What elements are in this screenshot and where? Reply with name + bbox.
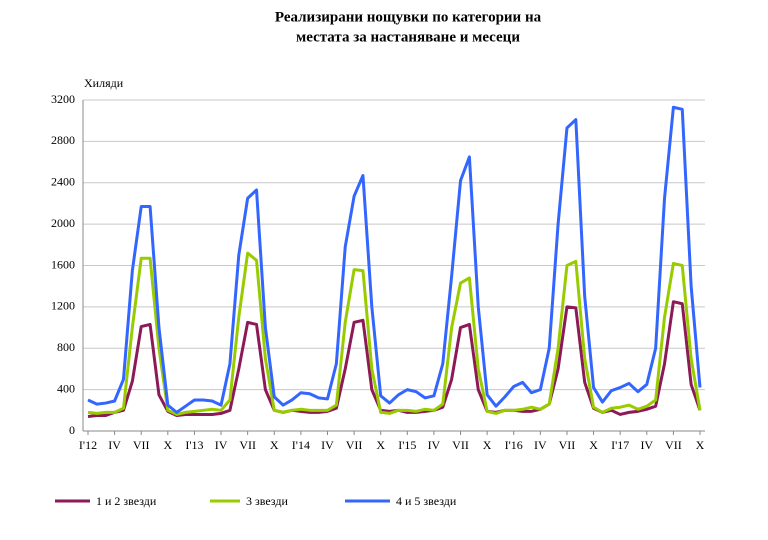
x-tick-label: IV bbox=[108, 438, 121, 452]
x-tick-label: VII bbox=[239, 438, 256, 452]
x-tick-label: I'15 bbox=[398, 438, 416, 452]
y-axis-label: Хиляди bbox=[84, 76, 124, 90]
y-tick-label: 2000 bbox=[51, 216, 75, 230]
x-tick-label: X bbox=[696, 438, 705, 452]
x-tick-label: VII bbox=[559, 438, 576, 452]
x-tick-label: X bbox=[376, 438, 385, 452]
legend-label: 4 и 5 звезди bbox=[396, 494, 457, 508]
x-tick-label: I'14 bbox=[292, 438, 310, 452]
x-tick-label: VII bbox=[452, 438, 469, 452]
legend-label: 3 звезди bbox=[246, 494, 288, 508]
x-tick-label: IV bbox=[321, 438, 334, 452]
series-line bbox=[87, 251, 702, 416]
x-tick-label: IV bbox=[534, 438, 547, 452]
chart-title: местата за настаняване и месеци bbox=[296, 29, 520, 45]
y-tick-label: 1600 bbox=[51, 257, 75, 271]
y-tick-label: 800 bbox=[57, 340, 75, 354]
x-tick-label: IV bbox=[640, 438, 653, 452]
x-tick-label: VII bbox=[346, 438, 363, 452]
y-tick-label: 1200 bbox=[51, 299, 75, 313]
legend-label: 1 и 2 звезди bbox=[96, 494, 157, 508]
x-tick-label: I'13 bbox=[185, 438, 203, 452]
x-tick-label: IV bbox=[215, 438, 228, 452]
x-tick-label: I'12 bbox=[79, 438, 97, 452]
chart-title: Реализирани нощувки по категории на bbox=[275, 9, 542, 25]
x-tick-label: IV bbox=[428, 438, 441, 452]
y-tick-label: 0 bbox=[69, 423, 75, 437]
y-tick-label: 2800 bbox=[51, 133, 75, 147]
x-tick-label: I'17 bbox=[611, 438, 629, 452]
x-tick-label: I'16 bbox=[505, 438, 523, 452]
y-tick-label: 400 bbox=[57, 381, 75, 395]
y-tick-label: 3200 bbox=[51, 92, 75, 106]
x-tick-label: VII bbox=[133, 438, 150, 452]
y-tick-label: 2400 bbox=[51, 175, 75, 189]
x-tick-label: X bbox=[163, 438, 172, 452]
x-tick-label: X bbox=[270, 438, 279, 452]
x-tick-label: X bbox=[483, 438, 492, 452]
x-tick-label: VII bbox=[665, 438, 682, 452]
x-tick-label: X bbox=[589, 438, 598, 452]
series-line bbox=[87, 105, 702, 414]
